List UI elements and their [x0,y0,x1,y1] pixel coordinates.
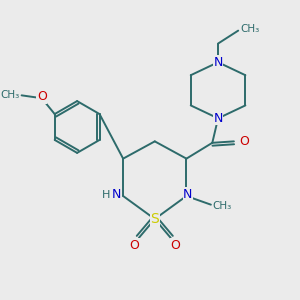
Text: N: N [213,112,223,125]
Text: O: O [37,90,47,103]
Text: O: O [171,239,180,252]
Text: O: O [239,135,249,148]
Text: N: N [213,56,223,69]
Text: S: S [150,212,159,226]
Text: H: H [102,190,110,200]
Text: CH₃: CH₃ [213,201,232,211]
Text: O: O [129,239,139,252]
Text: N: N [183,188,193,201]
Text: CH₃: CH₃ [240,24,259,34]
Text: N: N [112,188,122,201]
Text: CH₃: CH₃ [1,90,20,100]
